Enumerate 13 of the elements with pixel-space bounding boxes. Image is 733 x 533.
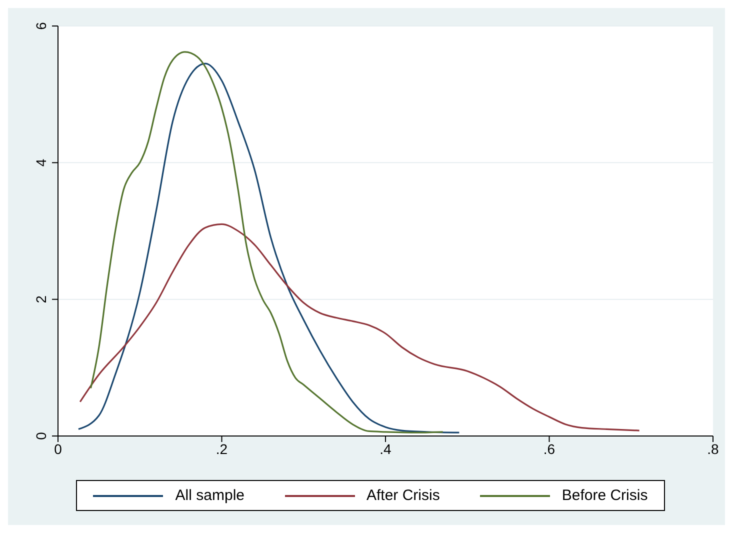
y-tick-label: 4	[33, 158, 49, 167]
legend-label: Before Crisis	[562, 487, 648, 504]
y-tick-label: 6	[33, 22, 49, 30]
x-tick-label: .2	[216, 440, 228, 457]
line-series	[79, 223, 640, 432]
x-tick-label: .6	[543, 440, 556, 457]
y-tick-label: 2	[33, 295, 49, 304]
legend-label: All sample	[175, 487, 244, 504]
legend-label: After Crisis	[366, 487, 440, 504]
y-tick-label: 0	[33, 432, 49, 440]
x-tick-label: .4	[380, 440, 392, 457]
x-tick-label: 0	[54, 440, 62, 457]
x-tick-label: .8	[707, 440, 720, 457]
